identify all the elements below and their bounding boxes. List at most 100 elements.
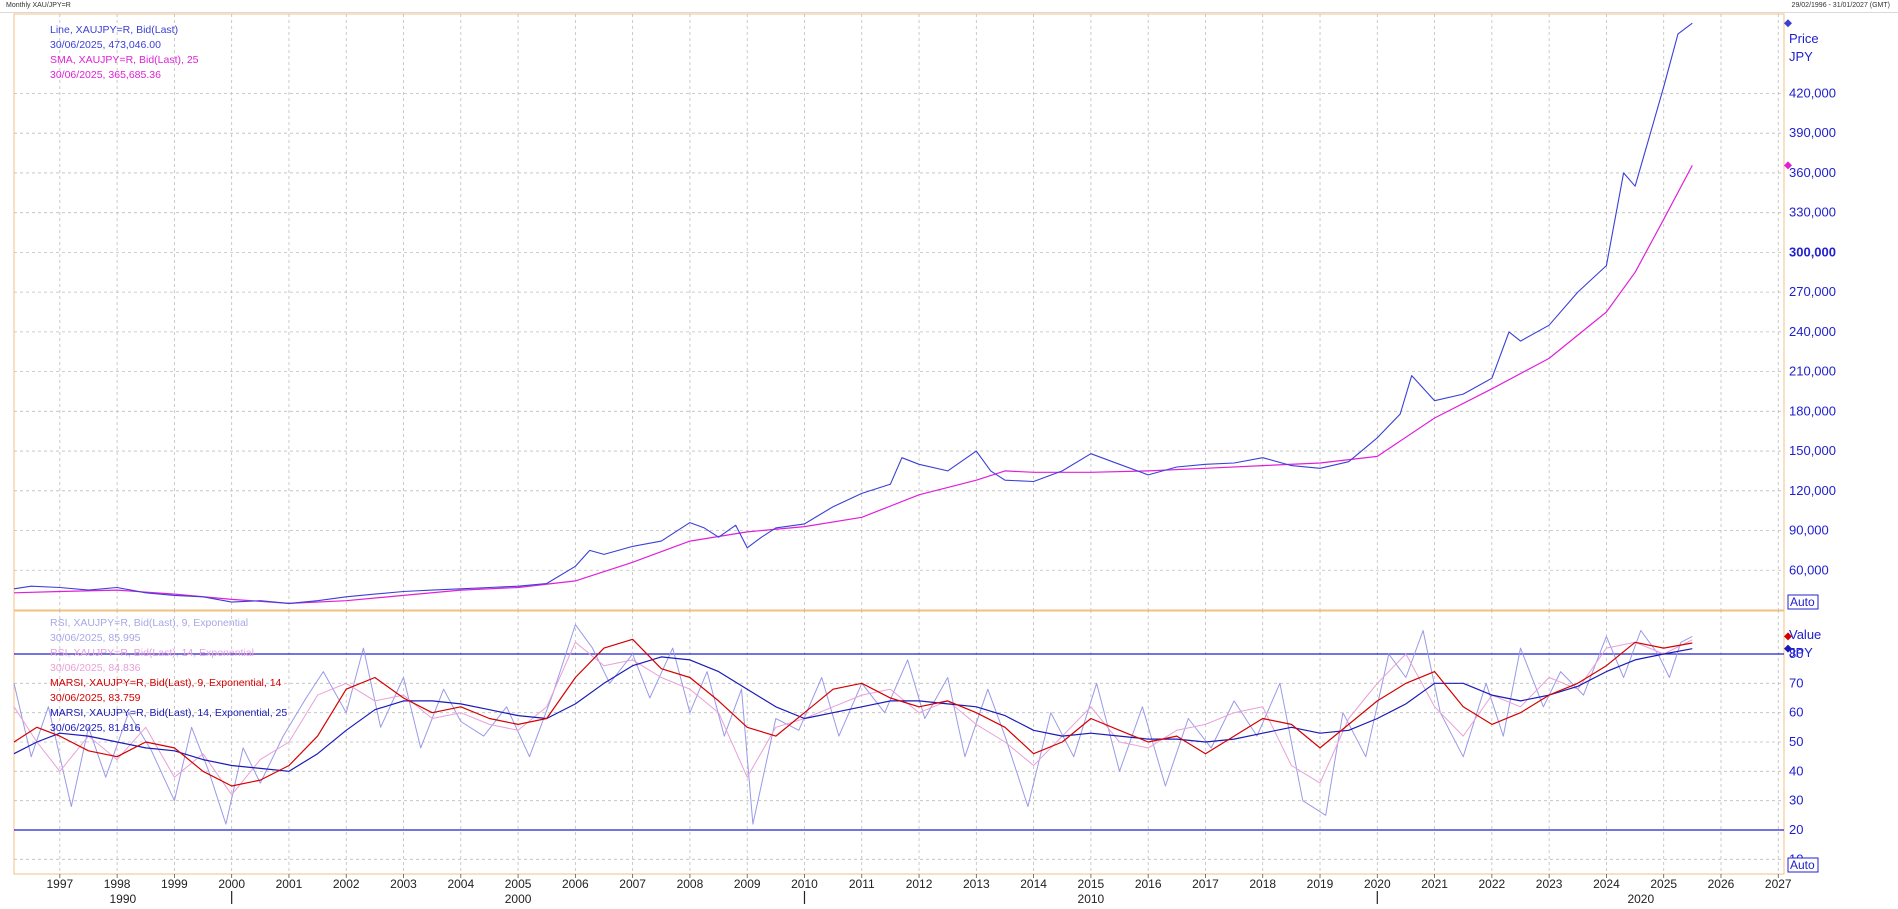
legend-line-label: Line, XAUJPY=R, Bid(Last) [50,24,178,36]
decade-label-2000: 2000 [505,892,532,906]
price-axis-unit: JPY [1789,49,1813,64]
year-label-2012: 2012 [906,877,933,891]
price-auto-box[interactable] [1787,594,1819,610]
date-range: 29/02/1996 - 31/01/2027 (GMT) [1791,2,1890,9]
year-label-2007: 2007 [619,877,646,891]
legend-rsi9-value: 30/06/2025, 85.995 [50,632,141,644]
legend-marsi14-value: 30/06/2025, 81.816 [50,722,141,734]
price-series-group [13,19,1792,653]
year-label-2014: 2014 [1020,877,1047,891]
year-label-2005: 2005 [505,877,532,891]
rsi9-series-line [13,624,1693,825]
marsi9-series-line [13,638,1693,787]
year-label-2026: 2026 [1708,877,1735,891]
year-label-1998: 1998 [104,877,131,891]
year-label-2013: 2013 [963,877,990,891]
rsi14-series-line [13,639,1693,796]
price-tick-label: 360,000 [1789,165,1836,180]
rsi-last-marker-red [1784,632,1792,641]
marsi14-series-line [13,648,1693,772]
rsi-tick-label: 60 [1789,705,1803,720]
year-label-1997: 1997 [46,877,73,891]
rsi-tick-label: 30 [1789,793,1803,808]
year-label-2027: 2027 [1765,877,1792,891]
price-y-axis: 60,000 90,000 120,000 150,000 180,000 210,000… [1789,85,1836,577]
chart-title: Monthly XAU/JPY=R [6,2,71,9]
sma-last-marker [1784,161,1792,170]
title-bar: Monthly XAU/JPY=R 29/02/1996 - 31/01/202… [0,0,1898,13]
year-label-2018: 2018 [1249,877,1276,891]
year-label-2003: 2003 [390,877,417,891]
price-tick-label: 240,000 [1789,324,1836,339]
year-label-2017: 2017 [1192,877,1219,891]
rsi-tick-label: 40 [1789,763,1803,778]
year-label-2006: 2006 [562,877,589,891]
rsi-tick-label: 20 [1789,822,1803,837]
year-label-2001: 2001 [276,877,303,891]
year-label-2004: 2004 [447,877,474,891]
price-auto-label[interactable]: Auto [1790,595,1815,609]
rsi-tick-label: 50 [1789,734,1803,749]
year-label-2011: 2011 [849,877,875,891]
rsi-legend: RSI, XAUJPY=R, Bid(Last), 9, Exponential… [50,617,287,734]
price-auto-button[interactable]: Auto [1787,594,1819,610]
price-tick-label: 210,000 [1789,364,1836,379]
price-grid [14,14,1784,610]
year-label-2024: 2024 [1593,877,1620,891]
price-tick-label: 150,000 [1789,443,1836,458]
year-label-1999: 1999 [161,877,188,891]
year-label-2025: 2025 [1650,877,1677,891]
year-label-2015: 2015 [1078,877,1105,891]
legend-marsi9-value: 30/06/2025, 83.759 [50,692,141,704]
price-tick-label: 60,000 [1789,562,1829,577]
rsi-grid [14,610,1784,874]
price-tick-label: 300,000 [1789,244,1836,259]
price-legend: Line, XAUJPY=R, Bid(Last) 30/06/2025, 47… [50,24,199,81]
legend-rsi14-label: RSI, XAUJPY=R, Bid(Last), 14, Exponentia… [50,647,254,659]
year-label-2022: 2022 [1479,877,1506,891]
legend-line-value: 30/06/2025, 473,046.00 [50,39,161,51]
rsi-axis-title: Value [1789,627,1821,642]
year-label-2016: 2016 [1135,877,1162,891]
legend-rsi9-label: RSI, XAUJPY=R, Bid(Last), 9, Exponential [50,617,248,629]
price-axis-title: Price [1789,31,1819,46]
year-label-2023: 2023 [1536,877,1563,891]
legend-marsi9-label: MARSI, XAUJPY=R, Bid(Last), 9, Exponenti… [50,677,282,689]
price-series-line [13,22,1693,604]
price-tick-label: 180,000 [1789,403,1836,418]
price-tick-label: 390,000 [1789,125,1836,140]
legend-sma-label: SMA, XAUJPY=R, Bid(Last), 25 [50,54,199,66]
year-label-2002: 2002 [333,877,360,891]
rsi-threshold-lines [14,653,1784,831]
legend-sma-value: 30/06/2025, 365,685.36 [50,69,161,81]
chart-canvas[interactable]: 60,000 90,000 120,000 150,000 180,000 210,000… [0,12,1898,909]
rsi-auto-box[interactable] [1787,857,1819,873]
rsi-tick-label: 80 [1789,646,1803,661]
legend-rsi14-value: 30/06/2025, 84.836 [50,662,141,674]
time-x-axis: 1997 1998 1999 2000 2001 2002 2003 2004 2005 2006… [46,874,1792,906]
rsi-series-group [13,624,1693,825]
decade-label-1990: 1990 [109,892,136,906]
price-tick-label: 270,000 [1789,284,1836,299]
rsi-y-axis: 1020304050607080 [1789,646,1803,866]
year-label-2021: 2021 [1421,877,1448,891]
price-tick-label: 90,000 [1789,523,1829,538]
legend-marsi14-label: MARSI, XAUJPY=R, Bid(Last), 14, Exponent… [50,707,287,719]
price-tick-label: 420,000 [1789,85,1836,100]
rsi-auto-button[interactable]: Auto [1787,857,1819,873]
decade-label-2010: 2010 [1078,892,1105,906]
year-label-2009: 2009 [734,877,761,891]
price-tick-label: 120,000 [1789,483,1836,498]
year-label-2019: 2019 [1307,877,1334,891]
year-label-2000: 2000 [218,877,245,891]
rsi-auto-label[interactable]: Auto [1790,858,1815,872]
year-label-2020: 2020 [1364,877,1391,891]
rsi-axis-unit: JPY [1789,645,1813,660]
year-label-2010: 2010 [791,877,818,891]
price-panel-frame [13,13,1785,612]
price-tick-label: 330,000 [1789,205,1836,220]
rsi-tick-label: 70 [1789,675,1803,690]
decade-label-2020: 2020 [1627,892,1654,906]
price-last-marker [1784,19,1792,28]
